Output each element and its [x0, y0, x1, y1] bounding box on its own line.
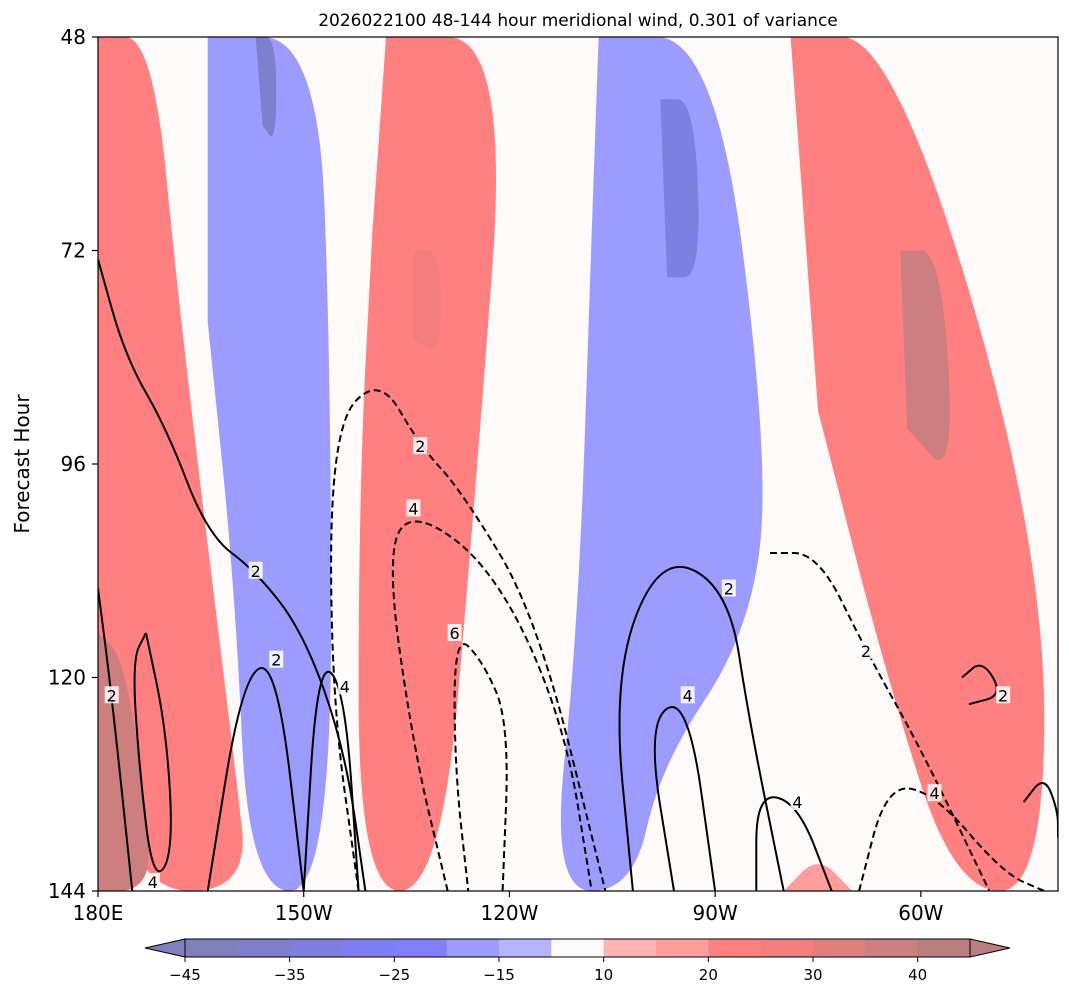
contour-line-0	[98, 259, 367, 891]
shaded-bands	[98, 37, 1045, 891]
contour-label-6: 4	[408, 499, 418, 518]
colorbar-swatch-2	[289, 939, 343, 957]
contour-line-6	[391, 520, 593, 891]
contour-label-bg-8	[721, 579, 736, 597]
shaded-band-8	[790, 37, 1045, 891]
contour-line-4	[302, 670, 360, 891]
contour-label-bg-1	[104, 686, 119, 704]
y-axis-label: Forecast Hour	[10, 394, 34, 534]
y-tick-label-0: 48	[61, 25, 86, 49]
colorbar-under-arrow	[144, 938, 186, 958]
contour-label-8: 2	[724, 580, 734, 599]
contour-label-bg-6	[406, 499, 421, 517]
contour-label-12: 4	[929, 784, 939, 803]
y-tick-label-1: 72	[61, 239, 86, 263]
colorbar-tick-label-5: 20	[699, 966, 718, 984]
colorbar-swatch-3	[342, 939, 395, 957]
contour-label-bg-13	[996, 686, 1011, 704]
colorbar-tick-label-0: −45	[169, 966, 201, 984]
shaded-band-3	[255, 37, 277, 137]
contour-label-7: 6	[449, 624, 459, 643]
contour-label-bg-10	[790, 793, 805, 811]
colorbar-swatch-5	[446, 939, 500, 957]
chart-title: 2026022100 48-144 hour meridional wind, …	[318, 11, 838, 31]
contour-label-bg-11	[859, 641, 873, 659]
shaded-band-4	[358, 37, 497, 891]
x-tick-label-3: 90W	[693, 901, 738, 925]
contour-line-7	[453, 643, 508, 891]
colorbar-swatch-4	[394, 939, 448, 957]
contour-label-3: 2	[271, 651, 281, 670]
x-axis: 180E 150W 120W 90W 60W	[73, 891, 944, 925]
contour-label-0: 2	[251, 562, 261, 581]
contour-label-bg-3	[269, 650, 284, 668]
contour-line-13	[961, 664, 998, 706]
contour-label-4: 4	[340, 677, 350, 696]
y-tick-label-3: 120	[48, 666, 86, 690]
contour-label-11: 2	[861, 642, 871, 661]
contour-line-2	[133, 632, 172, 873]
contour-label-5: 2	[415, 437, 425, 456]
contour-line-14	[1022, 782, 1058, 838]
contour-line-12	[858, 787, 1045, 891]
contour-label-bg-5	[413, 437, 428, 455]
colorbar-tick-label-7: 40	[908, 966, 927, 984]
colorbar-tick-label-6: 30	[803, 966, 822, 984]
contour-line-10	[755, 796, 833, 891]
contour-label-1: 2	[107, 686, 117, 705]
colorbar-swatch-6	[499, 939, 552, 957]
contour-line-9	[653, 706, 717, 891]
contour-label-bg-2	[145, 873, 160, 891]
colorbar-swatch-7	[551, 939, 605, 957]
x-tick-label-1: 150W	[275, 901, 333, 925]
contour-line-5	[330, 389, 607, 891]
colorbar-swatch-14	[917, 939, 971, 957]
contour-label-9: 4	[683, 686, 693, 705]
contour-label-bg-0	[248, 561, 263, 579]
colorbar-swatch-9	[656, 939, 709, 957]
shaded-band-7	[660, 99, 699, 278]
colorbar-swatch-1	[237, 939, 291, 957]
x-tick-label-0: 180E	[73, 901, 124, 925]
colorbar-swatch-0	[185, 939, 238, 957]
contour-label-bg-7	[447, 624, 462, 642]
contour-label-2: 4	[148, 873, 158, 892]
y-axis: 48 72 96 120 144	[48, 25, 98, 903]
colorbar-tick-label-1: −35	[274, 966, 306, 984]
contour-line-11	[770, 552, 991, 891]
colorbar-swatch-13	[865, 939, 919, 957]
colorbar-tick-label-2: −25	[379, 966, 411, 984]
contour-label-bg-9	[680, 686, 695, 704]
y-tick-label-4: 144	[48, 879, 86, 903]
colorbar-swatch-10	[708, 939, 762, 957]
colorbar-tick-label-3: −15	[483, 966, 515, 984]
contour-line-8	[618, 565, 785, 891]
x-tick-label-4: 60W	[898, 901, 943, 925]
y-tick-label-2: 96	[61, 452, 86, 476]
colorbar-swatch-11	[760, 939, 814, 957]
shaded-band-5	[413, 250, 441, 350]
contour-line-1	[98, 588, 134, 891]
colorbar-swatch-12	[813, 939, 866, 957]
contour-label-bg-12	[927, 784, 942, 802]
contour-label-13: 2	[998, 686, 1008, 705]
contour-lines: 2 2 4 2 4 2 4 6 2 4 4 2 4 2	[98, 259, 1058, 892]
colorbar-swatch-8	[603, 939, 657, 957]
contour-line-3	[206, 667, 305, 891]
colorbar-frame	[184, 938, 971, 958]
shaded-band-2	[207, 37, 332, 891]
contour-label-bg-4	[337, 677, 352, 695]
shaded-band-6	[560, 37, 763, 891]
contour-label-10: 4	[792, 793, 802, 812]
colorbar: −45 −35 −25 −15 10 20 30 40	[144, 938, 1011, 984]
shaded-band-9	[900, 250, 950, 461]
colorbar-tick-label-4: 10	[594, 966, 613, 984]
shaded-band-10	[783, 864, 853, 891]
x-tick-label-2: 120W	[480, 901, 538, 925]
colorbar-over-arrow	[969, 938, 1011, 958]
